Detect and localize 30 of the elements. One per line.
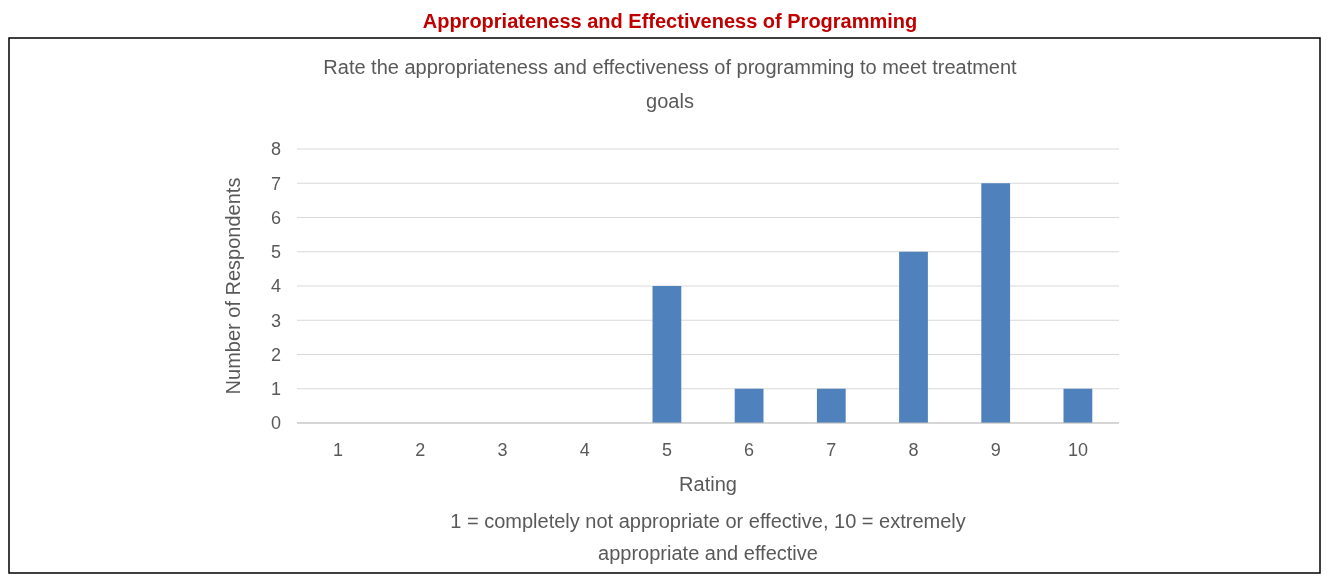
- bar: [981, 183, 1011, 423]
- x-tick-label: 1: [333, 440, 344, 460]
- x-tick-label: 8: [908, 440, 919, 460]
- y-tick-label: 6: [270, 207, 281, 228]
- bar: [734, 388, 764, 423]
- x-tick-label: 9: [990, 440, 1001, 460]
- y-axis-title: Number of Respondents: [222, 177, 244, 395]
- y-tick-label: 3: [270, 310, 281, 331]
- x-tick-label: 3: [497, 440, 508, 460]
- y-tick-label: 0: [270, 413, 281, 434]
- chart-title: Appropriateness and Effectiveness of Programming: [422, 10, 918, 32]
- bar: [899, 251, 928, 423]
- bar: [816, 388, 846, 423]
- bar: [652, 286, 682, 423]
- y-tick-label: 1: [270, 379, 281, 400]
- x-axis-title: Rating: [679, 473, 737, 495]
- x-tick-label: 4: [579, 440, 590, 460]
- text: 1 = completely not appropriate or effective, 10 = extremely appropriate and effective: [450, 510, 966, 564]
- y-tick-label: 5: [270, 242, 281, 263]
- y-tick-label: 8: [270, 139, 281, 160]
- bar: [1063, 388, 1093, 423]
- x-tick-label: 10: [1067, 440, 1088, 460]
- x-tick-label: 2: [415, 440, 426, 460]
- y-tick-label: 4: [270, 276, 281, 297]
- x-tick-label: 5: [661, 440, 672, 460]
- chart-subtitle: Rate the appropriateness and effectiveness of programming to meet treatment goals: [323, 56, 1018, 112]
- y-tick-label: 7: [270, 173, 281, 194]
- x-tick-label: 7: [826, 440, 837, 460]
- x-tick-label: 6: [744, 440, 755, 460]
- y-tick-label: 2: [270, 344, 281, 365]
